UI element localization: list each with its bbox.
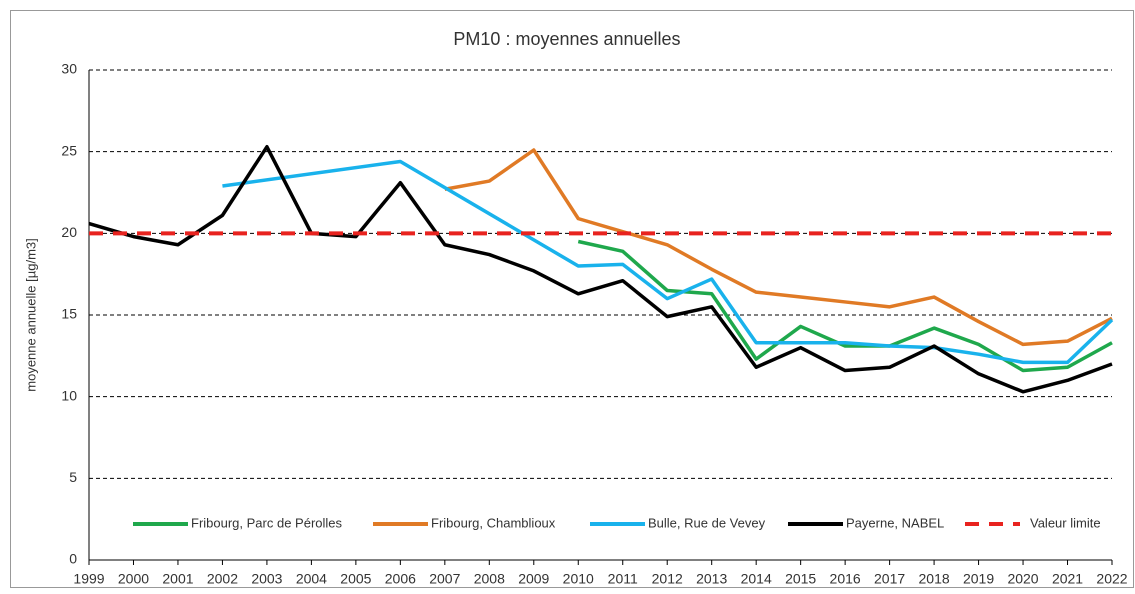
x-tick-label: 2003 xyxy=(251,571,282,587)
x-tick-label: 2021 xyxy=(1052,571,1083,587)
x-tick-label: 2013 xyxy=(696,571,727,587)
x-tick-label: 2019 xyxy=(963,571,994,587)
x-tick-label: 2017 xyxy=(874,571,905,587)
x-tick-label: 2016 xyxy=(830,571,861,587)
x-tick-label: 2005 xyxy=(340,571,371,587)
x-tick-label: 2002 xyxy=(207,571,238,587)
x-tick-label: 2010 xyxy=(563,571,594,587)
x-tick-label: 2009 xyxy=(518,571,549,587)
x-tick-label: 2001 xyxy=(162,571,193,587)
y-tick-label: 25 xyxy=(61,142,77,158)
series-line xyxy=(222,159,1114,365)
series-line xyxy=(444,148,1113,347)
x-tick-label: 2015 xyxy=(785,571,816,587)
x-tick-label: 2008 xyxy=(474,571,505,587)
y-tick-label: 0 xyxy=(69,551,77,567)
x-tick-label: 2022 xyxy=(1096,571,1127,587)
y-axis-label: moyenne annuelle [µg/m3] xyxy=(23,238,38,391)
x-tick-label: 1999 xyxy=(73,571,104,587)
y-tick-label: 5 xyxy=(69,469,77,485)
x-tick-label: 2004 xyxy=(296,571,327,587)
legend-label: Fribourg, Chamblioux xyxy=(431,515,556,530)
x-tick-label: 2011 xyxy=(608,571,638,587)
x-tick-label: 2020 xyxy=(1007,571,1038,587)
x-tick-label: 2007 xyxy=(429,571,460,587)
chart-title: PM10 : moyennes annuelles xyxy=(453,29,680,49)
legend-label: Valeur limite xyxy=(1030,515,1101,530)
y-tick-label: 10 xyxy=(61,387,77,403)
x-tick-label: 2000 xyxy=(118,571,149,587)
x-tick-label: 2012 xyxy=(652,571,683,587)
y-tick-label: 30 xyxy=(61,61,77,77)
x-tick-label: 2014 xyxy=(741,571,772,587)
legend-label: Payerne, NABEL xyxy=(846,515,944,530)
y-tick-label: 20 xyxy=(61,224,77,240)
y-tick-label: 15 xyxy=(61,306,77,322)
series-line xyxy=(88,145,1113,394)
x-tick-label: 2006 xyxy=(385,571,416,587)
legend-label: Fribourg, Parc de Pérolles xyxy=(191,515,343,530)
series-line xyxy=(577,239,1113,373)
frame xyxy=(10,10,1134,588)
x-tick-label: 2018 xyxy=(919,571,950,587)
legend-label: Bulle, Rue de Vevey xyxy=(648,515,766,530)
